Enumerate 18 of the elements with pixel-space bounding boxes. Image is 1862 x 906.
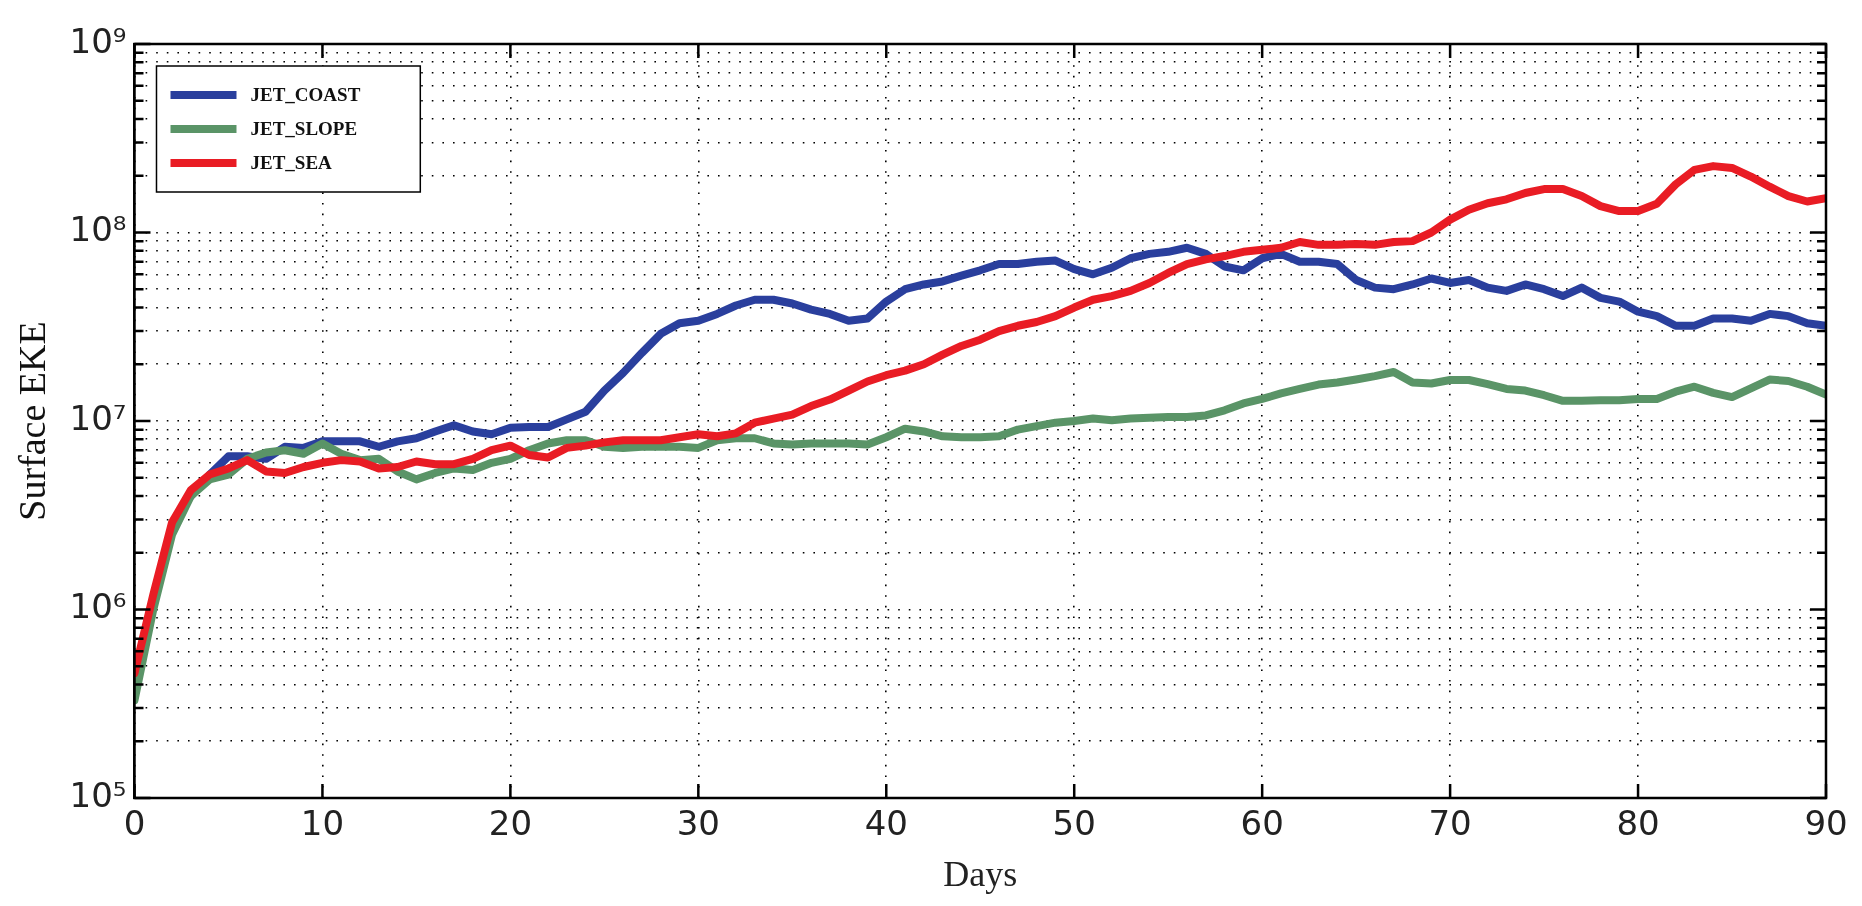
y-tick-label: 10⁷ (69, 397, 127, 438)
x-tick-label: 90 (1804, 803, 1848, 844)
x-tick-label: 10 (300, 803, 345, 844)
x-axis-title: Days (943, 853, 1018, 894)
y-tick-label: 10⁹ (69, 20, 127, 61)
y-tick-label: 10⁸ (69, 209, 127, 250)
legend-label: JET_SLOPE (250, 117, 358, 139)
legend-label: JET_SEA (250, 151, 333, 173)
x-tick-label: 80 (1616, 803, 1660, 844)
x-tick-label: 20 (488, 803, 533, 844)
legend-label: JET_COAST (250, 83, 361, 105)
y-tick-label: 10⁶ (69, 586, 127, 627)
x-tick-label: 50 (1052, 803, 1096, 844)
y-axis-title: Surface EKE (10, 321, 53, 521)
x-tick-label: 70 (1428, 803, 1472, 844)
x-tick-label: 60 (1240, 803, 1284, 844)
x-tick-label: 40 (864, 803, 908, 844)
x-tick-label: 30 (676, 803, 720, 844)
